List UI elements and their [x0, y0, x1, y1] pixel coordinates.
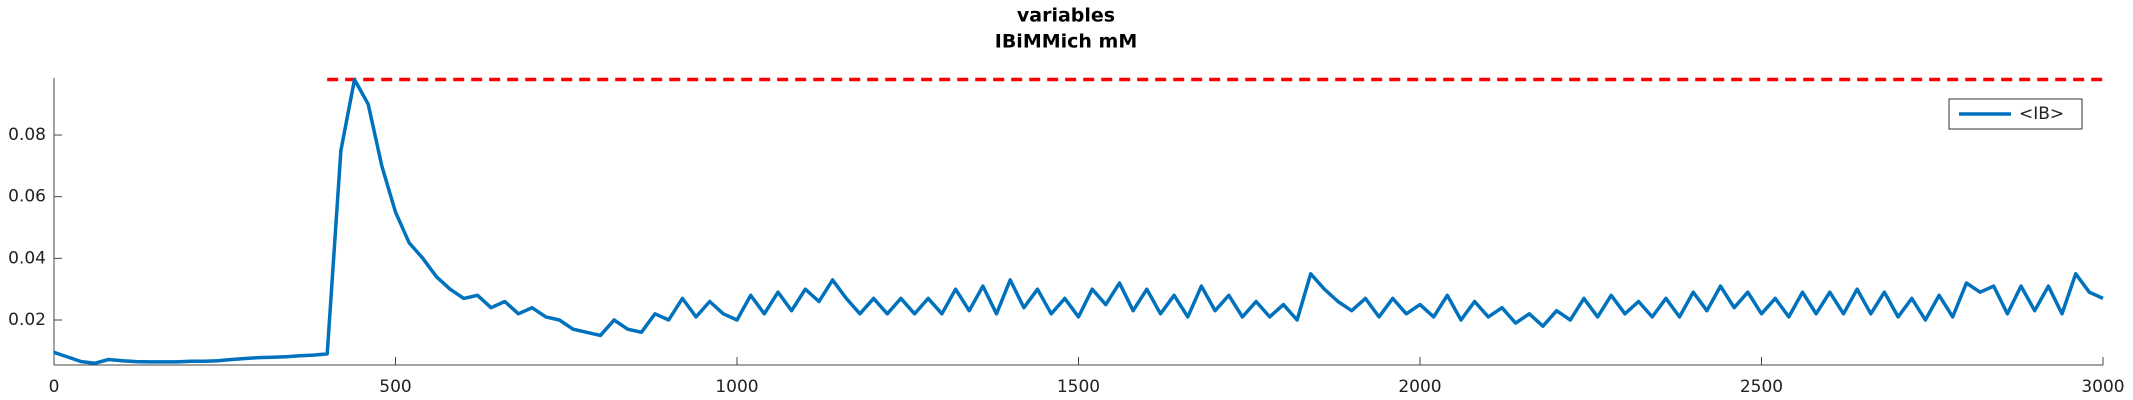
- y-tick-label: 0.02: [8, 310, 46, 330]
- y-tick-label: 0.06: [8, 187, 46, 207]
- y-tick-label: 0.04: [8, 248, 46, 268]
- x-tick-label: 500: [379, 377, 411, 397]
- chart-subtitle: IBiMMich mM: [995, 31, 1138, 53]
- y-tick-label: 0.08: [8, 125, 46, 145]
- chart-title: variables: [1017, 5, 1115, 27]
- line-series: [53, 77, 2104, 365]
- x-tick-label: 2500: [1740, 377, 1783, 397]
- x-tick-label: 2000: [1398, 377, 1441, 397]
- x-tick-label: 1500: [1057, 377, 1100, 397]
- x-tick-label: 0: [49, 377, 60, 397]
- x-tick-label: 1000: [715, 377, 758, 397]
- legend-label: <IB>: [2019, 104, 2064, 124]
- x-tick-label: 3000: [2081, 377, 2124, 397]
